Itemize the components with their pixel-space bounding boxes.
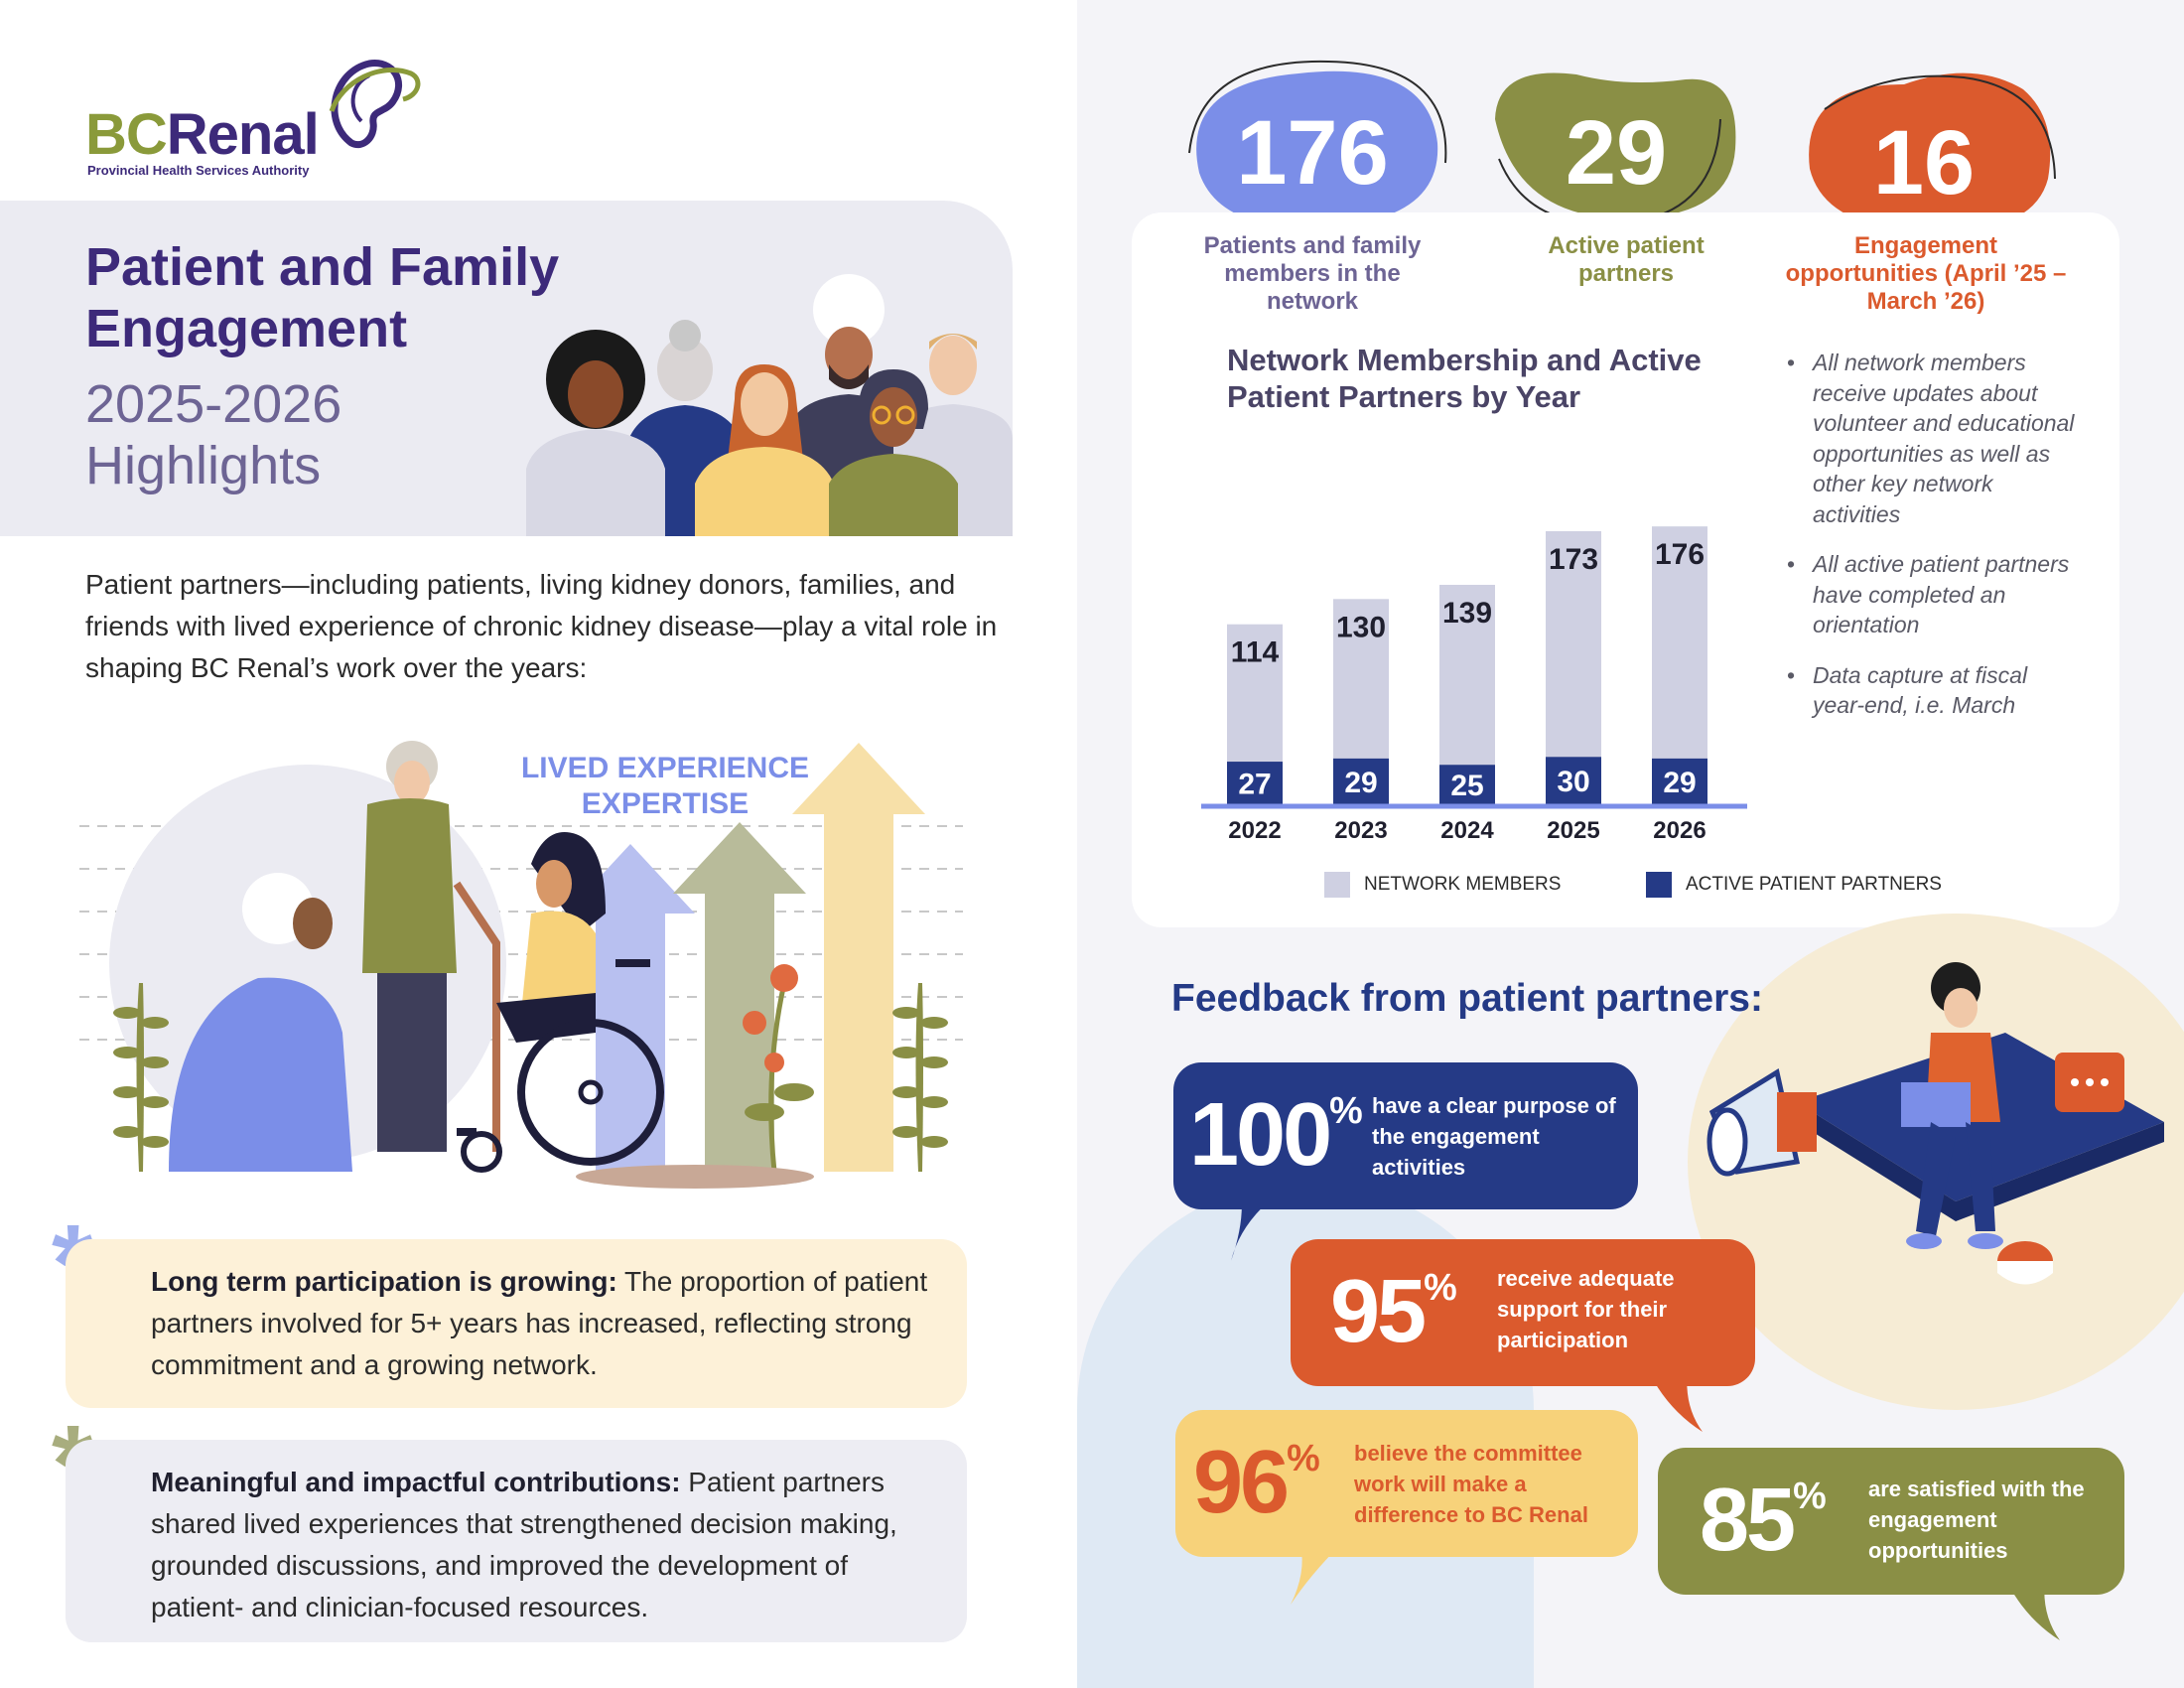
legend-network-members: NETWORK MEMBERS — [1324, 872, 1561, 898]
stat-value-active: 29 — [1565, 102, 1668, 204]
legend-label: NETWORK MEMBERS — [1364, 874, 1562, 895]
logo-renal: Renal — [166, 102, 320, 167]
logo-subtitle: Provincial Health Services Authority — [87, 163, 310, 178]
lived-experience-illustration: LIVED EXPERIENCE EXPERTISE — [79, 741, 963, 1189]
chart-notes: • All network members receive updates abo… — [1787, 348, 2085, 741]
label-network-members: 130 — [1336, 611, 1386, 643]
stat-label-opportunities: Engagement opportunities (April ’25 – Ma… — [1785, 232, 2067, 315]
legend-label: ACTIVE PATIENT PARTNERS — [1686, 874, 1942, 895]
feedback-title: Feedback from patient partners: — [1171, 977, 1763, 1020]
feedback-percent: 85% — [1700, 1471, 1827, 1570]
callout-meaningful: Meaningful and impactful contributions: … — [66, 1440, 967, 1642]
note-text: All active patient partners have complet… — [1813, 551, 2070, 637]
label-active-partners: 25 — [1450, 770, 1483, 802]
feedback-bubble-clear-purpose — [1173, 1062, 1638, 1209]
stat-blob-members — [1188, 60, 1447, 228]
bar-active-partners — [1439, 765, 1495, 804]
feedback-percent: 100% — [1189, 1085, 1363, 1185]
legend-swatch — [1324, 872, 1350, 898]
bc-renal-logo: BCRenal Provincial Health Services Autho… — [85, 52, 423, 181]
label-network-members: 139 — [1442, 597, 1492, 630]
note-item: • All active patient partners have comple… — [1787, 551, 2070, 637]
intro-paragraph: Patient partners—including patients, liv… — [85, 569, 998, 683]
feedback-text: have a clear purpose of the engagement a… — [1372, 1093, 1616, 1180]
people-group-illustration — [526, 274, 1013, 536]
x-tick-label: 2025 — [1547, 817, 1599, 844]
feedback-bubble-adequate-support — [1291, 1239, 1755, 1386]
callout-long-term: Long term participation is growing: The … — [66, 1239, 967, 1408]
stat-value-opportunities: 16 — [1872, 112, 1976, 213]
bar-active-partners — [1227, 762, 1283, 804]
page-subtitle: 2025-2026 Highlights — [85, 374, 342, 495]
person-with-phone-illustration — [1706, 962, 2164, 1285]
label-active-partners: 29 — [1663, 767, 1696, 799]
label-network-members: 173 — [1549, 543, 1598, 576]
x-tick-label: 2023 — [1334, 817, 1387, 844]
stat-blob-opportunities — [1809, 72, 2056, 231]
feedback-bubble-difference — [1175, 1410, 1638, 1557]
membership-bar-chart: 114 27 2022 130 29 2023 139 25 2024 173 30 2025 176 2… — [1201, 526, 1747, 844]
page-title: Patient and Family Engagement — [85, 237, 560, 358]
logo-bc: BC — [85, 102, 168, 167]
bubble-tail — [1291, 1545, 1340, 1605]
bar-network-members — [1652, 526, 1707, 804]
note-item: • All network members receive updates abo… — [1787, 350, 2075, 527]
note-text: Data capture at fiscal year-end, i.e. Ma… — [1813, 661, 2028, 719]
lived-experience-label-2: EXPERTISE — [582, 787, 749, 820]
feedback-text: are satisfied with the engagement opport… — [1868, 1477, 2085, 1563]
legend-swatch — [1646, 872, 1672, 898]
label-active-partners: 30 — [1557, 766, 1589, 798]
note-item: • Data capture at fiscal year-end, i.e. M… — [1787, 661, 2028, 719]
callout-heading: Meaningful and impactful contributions: — [151, 1467, 681, 1497]
stat-label-active: Active patient partners — [1548, 232, 1705, 287]
bar-active-partners — [1652, 758, 1707, 804]
callout-body: Patient partners shared lived experience… — [151, 1467, 897, 1622]
label-active-partners: 27 — [1238, 769, 1271, 801]
label-active-partners: 29 — [1344, 767, 1377, 799]
bar-active-partners — [1333, 758, 1389, 804]
kidney-logo-icon — [329, 60, 421, 148]
note-text: All network members receive updates abou… — [1813, 350, 2075, 527]
feedback-bubble-satisfied — [1658, 1448, 2124, 1595]
x-tick-label: 2022 — [1228, 817, 1281, 844]
stat-value-members: 176 — [1236, 102, 1389, 204]
feedback-percent: 95% — [1330, 1262, 1457, 1361]
lived-experience-label-1: LIVED EXPERIENCE — [521, 752, 809, 784]
bar-active-partners — [1546, 757, 1601, 804]
feedback-text: believe the committee work will make a d… — [1354, 1441, 1588, 1527]
stat-label-members: Patients and family members in the netwo… — [1203, 232, 1422, 315]
callout-body: The proportion of patient partners invol… — [151, 1266, 928, 1380]
label-network-members: 176 — [1655, 538, 1705, 571]
chart-title: Network Membership and Active Patient Pa… — [1227, 343, 1702, 414]
feedback-text: receive adequate support for their parti… — [1497, 1266, 1675, 1352]
feedback-percent: 96% — [1193, 1433, 1320, 1532]
callout-heading: Long term participation is growing: — [151, 1266, 617, 1297]
x-tick-label: 2026 — [1653, 817, 1706, 844]
logo-wordmark: BCRenal — [85, 101, 320, 168]
label-network-members: 114 — [1231, 636, 1280, 669]
legend-active-partners: ACTIVE PATIENT PARTNERS — [1646, 872, 1942, 898]
x-tick-label: 2024 — [1440, 817, 1494, 844]
